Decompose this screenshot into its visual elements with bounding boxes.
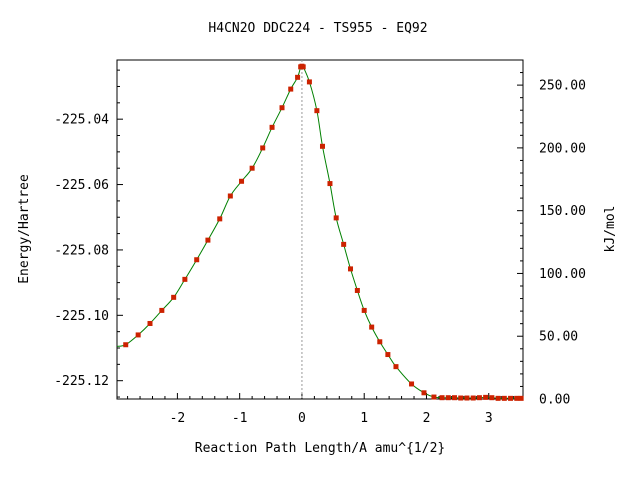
data-point	[489, 395, 495, 401]
y2-tick-label: 200.00	[539, 141, 586, 156]
data-markers	[123, 63, 524, 401]
y-axis-right: 0.00 50.00 100.00 150.00 200.00 250.00	[517, 72, 586, 408]
data-point	[409, 381, 415, 387]
data-point	[508, 395, 514, 401]
y2-tick-label: 100.00	[539, 267, 586, 282]
data-point	[194, 257, 200, 263]
data-point	[300, 64, 306, 70]
data-point	[421, 390, 427, 396]
data-point	[393, 364, 399, 370]
data-point	[476, 395, 482, 401]
y-axis-left: -225.04 -225.06 -225.08 -225.10 -225.12	[54, 69, 123, 398]
y2-tick-label: 0.00	[539, 393, 570, 408]
data-point	[348, 266, 354, 272]
data-point	[385, 352, 391, 358]
data-point	[205, 237, 211, 243]
data-point	[431, 394, 437, 400]
y-tick-label: -225.12	[54, 374, 109, 389]
y2-tick-label: 50.00	[539, 330, 578, 345]
x-tick-label: 1	[360, 411, 368, 426]
data-point	[377, 339, 383, 345]
data-point	[495, 395, 501, 401]
y-tick-label: -225.06	[54, 178, 109, 193]
data-point	[514, 395, 520, 401]
data-point	[147, 320, 153, 326]
y2-axis-label: kJ/mol	[603, 206, 618, 253]
data-point	[288, 86, 294, 92]
x-tick-label: 3	[485, 411, 493, 426]
y-tick-label: -225.04	[54, 113, 109, 128]
y-tick-label: -225.08	[54, 243, 109, 258]
data-point	[171, 294, 177, 300]
data-point	[354, 287, 360, 293]
x-tick-label: 0	[298, 411, 306, 426]
data-point	[159, 307, 165, 313]
y2-tick-label: 150.00	[539, 204, 586, 219]
data-point	[439, 395, 445, 401]
data-point	[314, 108, 320, 114]
y-tick-label: -225.10	[54, 309, 109, 324]
data-point	[217, 216, 223, 222]
x-tick-label: -1	[232, 411, 248, 426]
data-point	[306, 79, 312, 85]
plot-frame	[116, 59, 524, 400]
x-tick-label: 2	[423, 411, 431, 426]
data-point	[182, 276, 188, 282]
data-point	[483, 394, 489, 400]
data-point	[341, 241, 347, 247]
data-point	[452, 395, 458, 401]
data-point	[327, 181, 333, 187]
data-point	[239, 178, 245, 184]
data-point	[295, 74, 301, 80]
y-axis-label: Energy/Hartree	[17, 174, 32, 284]
data-point	[227, 193, 233, 199]
data-point	[333, 215, 339, 221]
data-point	[249, 165, 255, 171]
data-point	[269, 124, 275, 130]
data-point	[518, 395, 524, 401]
x-axis: -2 -1 0 1 2 3	[127, 393, 515, 426]
data-point	[458, 395, 464, 401]
data-point	[319, 143, 325, 149]
data-point	[279, 105, 285, 111]
data-point	[369, 324, 375, 330]
data-point	[260, 145, 266, 151]
energy-curve	[116, 64, 522, 399]
chart-title: H4CN2O DDC224 - TS955 - EQ92	[208, 21, 427, 36]
data-point	[464, 395, 470, 401]
x-tick-label: -2	[170, 411, 186, 426]
y2-tick-label: 250.00	[539, 79, 586, 94]
data-point	[445, 395, 451, 401]
data-point	[123, 342, 129, 348]
data-point	[135, 332, 141, 338]
data-point	[361, 307, 367, 313]
data-point	[470, 395, 476, 401]
data-point	[501, 395, 507, 401]
x-axis-label: Reaction Path Length/A amu^{1/2}	[195, 441, 445, 456]
